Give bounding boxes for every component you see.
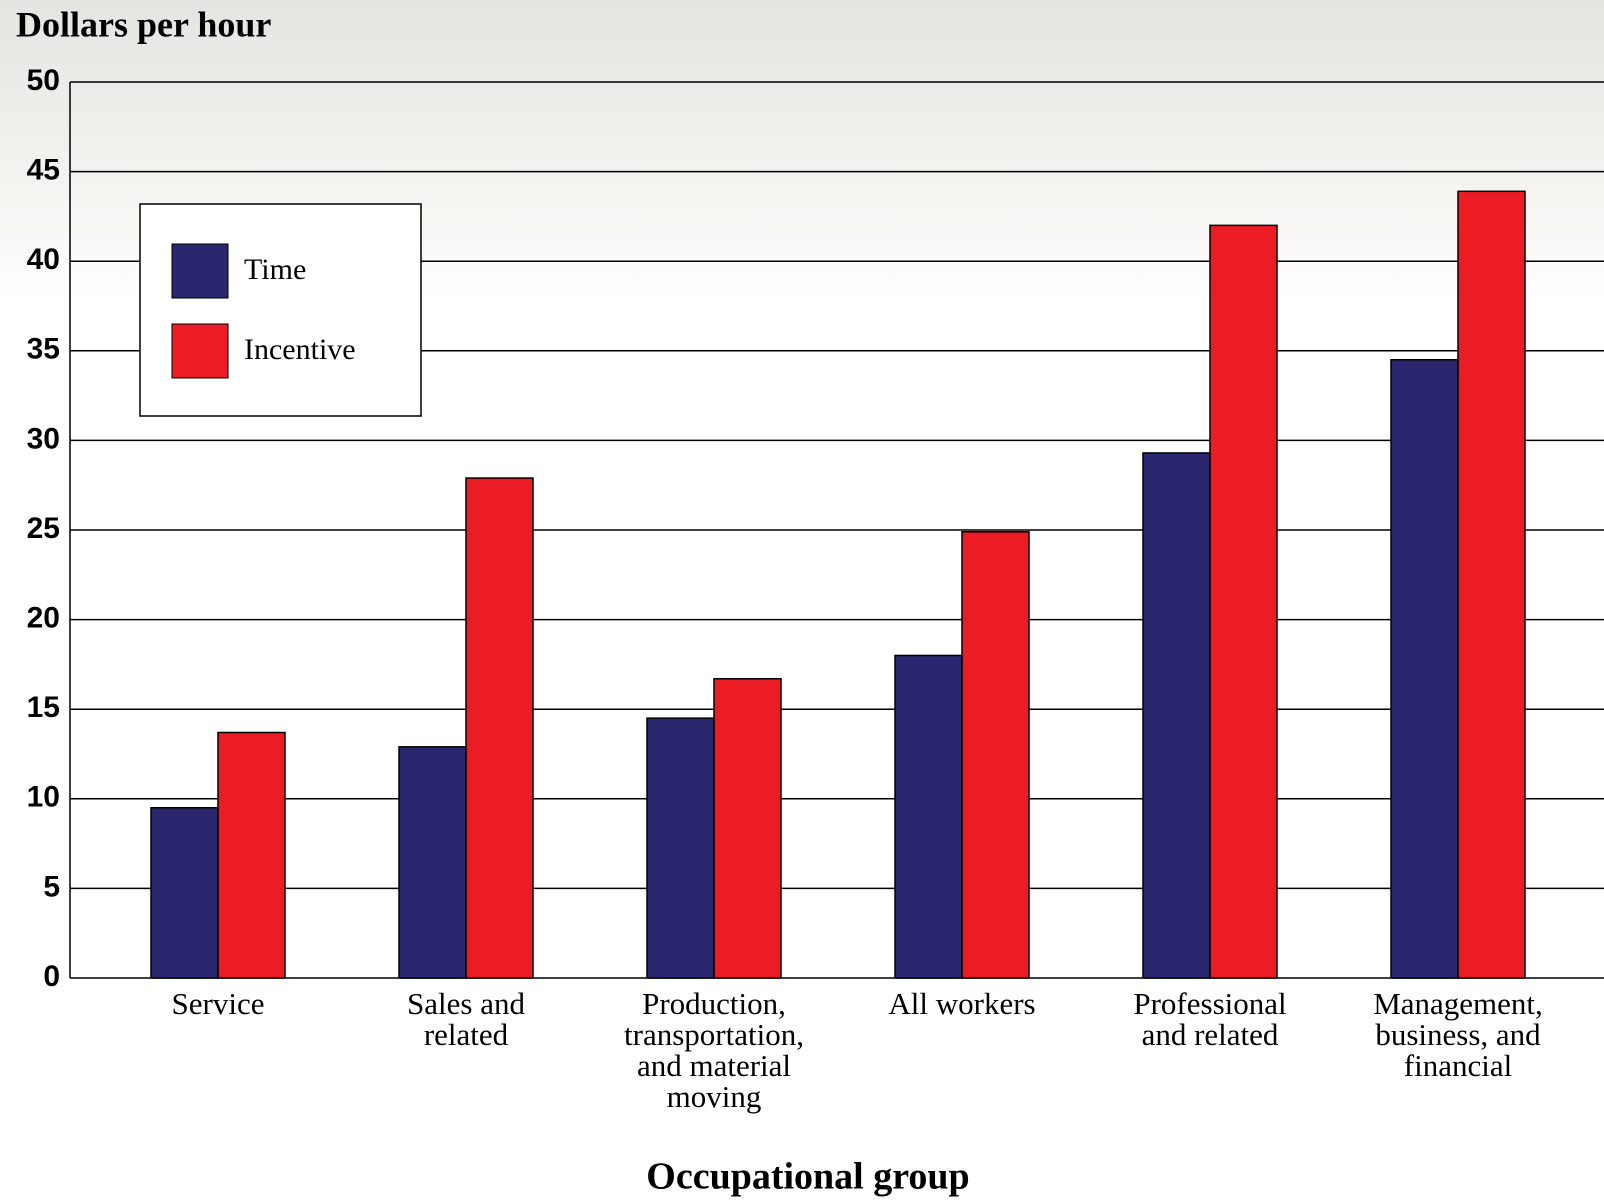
- x-tick-label-line: All workers: [888, 986, 1035, 1021]
- legend-label: Time: [244, 253, 306, 286]
- x-tick-label-line: related: [424, 1017, 509, 1052]
- x-tick-label: Production, transportation, and material mo…: [624, 986, 804, 1114]
- x-tick-label-line: transportation,: [624, 1017, 804, 1052]
- x-tick-label-line: Production,: [642, 986, 786, 1021]
- x-tick-label-line: and related: [1142, 1017, 1279, 1052]
- legend-label: Incentive: [244, 333, 356, 366]
- bar: [646, 717, 715, 979]
- y-tick-label: 35: [27, 333, 60, 366]
- bar: [398, 746, 467, 979]
- y-tick-label: 15: [27, 691, 60, 724]
- bar: [713, 677, 782, 979]
- bar: [1142, 452, 1211, 979]
- y-tick-label: 40: [27, 243, 60, 276]
- bar: [465, 477, 534, 979]
- x-tick-label: Management, business, and financial: [1373, 986, 1543, 1083]
- y-tick-label: 45: [27, 154, 60, 187]
- bar: [217, 731, 286, 979]
- x-tick-label-line: moving: [667, 1079, 762, 1114]
- x-tick-label-line: Sales and: [407, 986, 525, 1021]
- x-tick-label: Professional and related: [1133, 986, 1286, 1052]
- y-tick-label: 30: [27, 422, 60, 455]
- x-tick-label-line: Management,: [1373, 986, 1543, 1021]
- bar: [1457, 190, 1526, 979]
- y-tick-label: 20: [27, 602, 60, 635]
- x-tick-label-line: Service: [172, 986, 265, 1021]
- x-tick-label-line: business, and: [1375, 1017, 1541, 1052]
- x-tick-label-line: financial: [1404, 1048, 1512, 1083]
- bar: [894, 654, 963, 979]
- x-tick-label-line: Professional: [1133, 986, 1286, 1021]
- x-axis-title: Occupational group: [646, 1156, 969, 1198]
- y-tick-label: 0: [43, 960, 60, 993]
- legend-swatch: [171, 323, 229, 379]
- x-tick-label: All workers: [888, 986, 1035, 1021]
- y-tick-label: 5: [43, 870, 60, 903]
- bar: [1390, 359, 1459, 979]
- x-tick-label-line: and material: [637, 1048, 791, 1083]
- y-axis-title: Dollars per hour: [16, 4, 271, 44]
- y-tick-label: 50: [27, 64, 60, 97]
- bar: [1209, 224, 1278, 979]
- x-tick-label: Service: [172, 986, 265, 1021]
- legend-box: [139, 203, 422, 417]
- legend-swatch: [171, 243, 229, 299]
- bar: [150, 807, 219, 979]
- bar: [961, 531, 1030, 979]
- x-tick-label: Sales and related: [407, 986, 525, 1052]
- y-tick-label: 25: [27, 512, 60, 545]
- y-tick-label: 10: [27, 781, 60, 814]
